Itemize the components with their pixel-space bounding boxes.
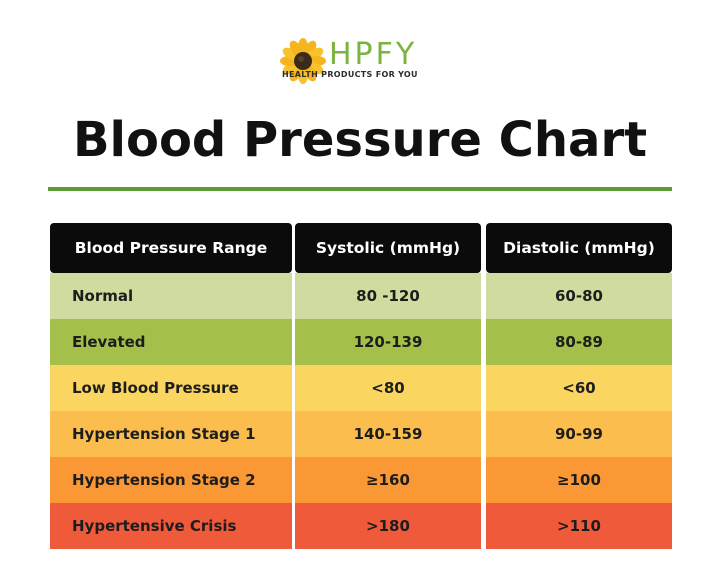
range-cell: Hypertension Stage 1 xyxy=(50,411,292,457)
logo-tagline: HEALTH PRODUCTS FOR YOU xyxy=(282,70,418,79)
diastolic-cell: >110 xyxy=(486,503,672,549)
range-cell: Hypertension Stage 2 xyxy=(50,457,292,503)
diastolic-cell: 60-80 xyxy=(486,273,672,319)
title-divider xyxy=(48,187,672,191)
systolic-column: Systolic (mmHg) 80 -120 120-139 <80 140-… xyxy=(295,223,481,549)
diastolic-cell: <60 xyxy=(486,365,672,411)
page-title: Blood Pressure Chart xyxy=(72,112,648,168)
hpfy-logo: HPFY HEALTH PRODUCTS FOR YOU xyxy=(280,38,450,86)
diastolic-cell: 90-99 xyxy=(486,411,672,457)
range-column: Blood Pressure Range Normal Elevated Low… xyxy=(50,223,292,549)
logo-wordmark: HPFY xyxy=(329,37,418,72)
range-header: Blood Pressure Range xyxy=(50,223,292,273)
systolic-cell: ≥160 xyxy=(295,457,481,503)
range-cell: Low Blood Pressure xyxy=(50,365,292,411)
diastolic-cell: 80-89 xyxy=(486,319,672,365)
systolic-cell: 80 -120 xyxy=(295,273,481,319)
systolic-cell: 140-159 xyxy=(295,411,481,457)
diastolic-column: Diastolic (mmHg) 60-80 80-89 <60 90-99 ≥… xyxy=(486,223,672,549)
systolic-cell: 120-139 xyxy=(295,319,481,365)
diastolic-header: Diastolic (mmHg) xyxy=(486,223,672,273)
range-cell: Hypertensive Crisis xyxy=(50,503,292,549)
systolic-header: Systolic (mmHg) xyxy=(295,223,481,273)
range-cell: Normal xyxy=(50,273,292,319)
range-cell: Elevated xyxy=(50,319,292,365)
sunflower-icon xyxy=(280,38,326,84)
diastolic-cell: ≥100 xyxy=(486,457,672,503)
systolic-cell: <80 xyxy=(295,365,481,411)
systolic-cell: >180 xyxy=(295,503,481,549)
